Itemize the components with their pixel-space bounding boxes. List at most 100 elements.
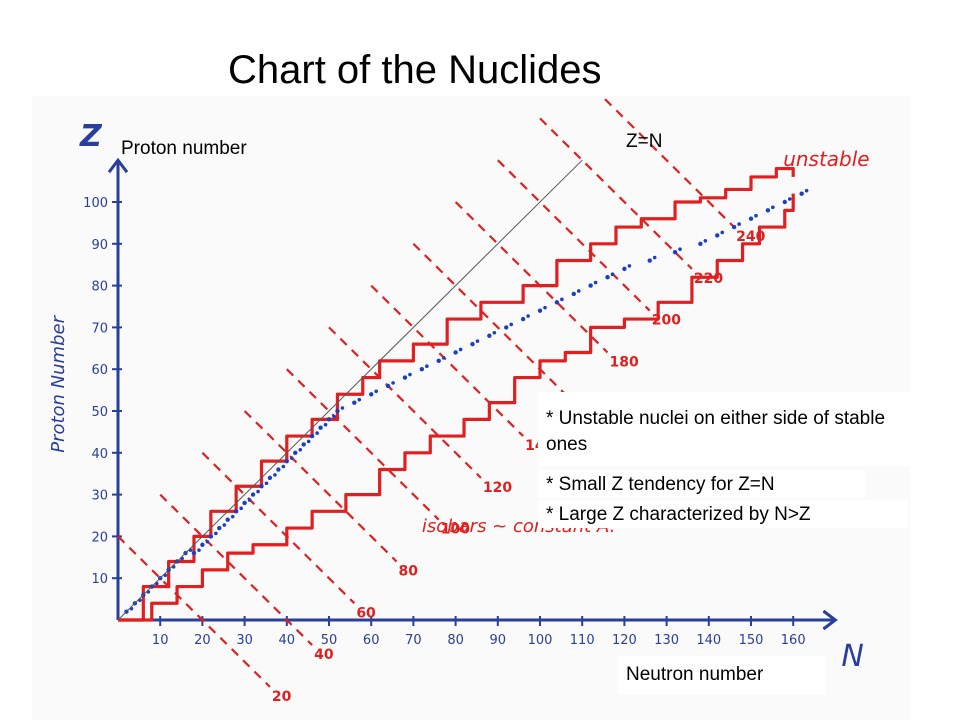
stable-point — [441, 356, 446, 360]
isobar-line — [286, 368, 440, 521]
chart-axes: 10 20 30 40 50 60 70 80 90 100 110 120 130 140 150 1601… — [48, 119, 864, 674]
stable-point — [315, 431, 319, 435]
note-unstable: * Unstable nuclei on either side of stab… — [538, 392, 918, 466]
stable-point — [737, 222, 741, 226]
neutron-rich-boundary — [118, 193, 795, 622]
stable-point — [554, 300, 560, 305]
stable-point — [273, 473, 277, 477]
stable-point — [230, 514, 235, 519]
stable-point — [754, 213, 758, 218]
stable-point — [698, 241, 703, 246]
stable-point — [492, 330, 497, 335]
stable-point — [487, 333, 492, 338]
stable-point — [782, 199, 787, 205]
stable-point — [385, 383, 391, 389]
stable-point — [208, 534, 214, 539]
y-axis-arrow — [107, 157, 129, 174]
stable-point — [605, 275, 610, 280]
isobar-line — [201, 452, 356, 605]
isobar-lines: 20406080100120140160180200220240 — [117, 96, 766, 705]
stable-point — [374, 389, 379, 394]
stable-point — [436, 358, 441, 364]
x-tick-label: 130 — [654, 633, 679, 648]
stable-point — [290, 456, 294, 460]
stable-point — [225, 517, 230, 522]
stable-point — [250, 492, 256, 497]
stable-point — [748, 216, 754, 221]
stable-point — [239, 506, 243, 511]
x-axis-label: N — [841, 639, 863, 674]
stable-point — [543, 305, 547, 310]
isobar-line — [600, 96, 735, 228]
stable-point — [214, 531, 218, 536]
x-tick-label: 70 — [405, 633, 422, 648]
unstable-label: unstable — [783, 147, 869, 171]
stable-point — [647, 258, 652, 263]
stable-point — [652, 255, 657, 260]
isobar-line — [497, 159, 651, 312]
stable-point — [622, 266, 627, 272]
x-tick-label: 10 — [152, 633, 169, 648]
stable-point — [340, 406, 345, 410]
x-tick-label: 20 — [194, 633, 211, 648]
isobar-label: 80 — [399, 563, 419, 579]
y-tick-label: 20 — [91, 530, 108, 545]
stable-point — [326, 417, 332, 422]
stable-point — [804, 188, 809, 193]
isobar-line — [370, 284, 524, 437]
stable-point — [588, 283, 593, 288]
stable-point — [309, 433, 315, 439]
stable-point — [242, 500, 247, 506]
stable-point — [678, 247, 682, 251]
stable-point — [627, 264, 632, 268]
stable-point — [301, 442, 306, 447]
stable-point — [247, 498, 252, 502]
stable-point — [281, 464, 286, 469]
x-tick-label: 120 — [612, 633, 637, 648]
zn-label: Z=N — [626, 131, 663, 152]
stable-point — [357, 397, 362, 402]
x-axis-arrow — [822, 609, 838, 631]
stable-point — [259, 484, 264, 489]
stable-point — [306, 439, 311, 444]
y-tick-label: 60 — [91, 363, 108, 378]
x-tick-label: 80 — [447, 633, 464, 648]
note-large-z: * Large Z characterized by N>Z — [538, 500, 908, 528]
y-tick-label: 40 — [91, 447, 108, 462]
stable-point — [391, 381, 395, 385]
isobar-line — [539, 117, 693, 270]
stable-point — [703, 239, 708, 243]
stable-point — [731, 224, 737, 230]
stable-point — [408, 372, 412, 377]
x-tick-label: 150 — [739, 633, 764, 648]
stable-point — [771, 205, 775, 210]
isobar-label: 120 — [483, 480, 512, 496]
y-tick-label: 70 — [91, 321, 108, 336]
stable-point — [318, 425, 323, 430]
stable-point — [526, 314, 530, 318]
x-tick-label: 160 — [781, 633, 806, 648]
y-tick-label: 100 — [83, 196, 108, 211]
stable-point — [205, 539, 210, 544]
stable-point — [276, 467, 281, 472]
stable-point — [323, 422, 328, 427]
stable-points — [124, 188, 809, 614]
neutron-number-label: Neutron number — [618, 656, 826, 694]
stable-point — [576, 289, 581, 293]
stable-point — [264, 481, 269, 486]
isobar-label: 60 — [356, 605, 376, 621]
stable-point — [267, 475, 273, 481]
isobar-line — [243, 410, 398, 563]
y-tick-label: 80 — [91, 280, 108, 295]
x-tick-label: 100 — [528, 633, 553, 648]
x-tick-label: 140 — [696, 633, 721, 648]
y-axis-label: Z — [79, 119, 103, 154]
stable-point — [610, 272, 615, 277]
note-small-z: * Small Z tendency for Z=N — [538, 470, 866, 498]
stable-point — [233, 509, 239, 514]
zn-reference-line — [117, 159, 583, 621]
stable-point — [765, 208, 771, 213]
stable-point — [470, 341, 475, 347]
proton-rich-boundary — [118, 166, 795, 622]
